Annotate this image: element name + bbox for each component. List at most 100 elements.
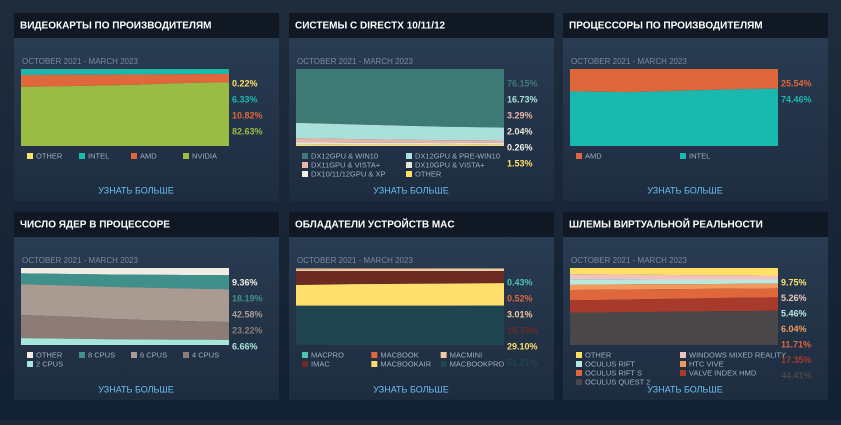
legend-label: WINDOWS MIXED REALITY (689, 350, 786, 359)
value-label: 1.53% (507, 158, 533, 168)
legend-label: OTHER (415, 169, 442, 178)
legend-swatch (302, 162, 308, 168)
learn-more-link[interactable]: УЗНАТЬ БОЛЬШЕ (647, 384, 722, 394)
value-label: 42.58% (232, 309, 263, 319)
legend-swatch (680, 370, 686, 376)
legend-label: VALVE INDEX HMD (689, 368, 757, 377)
legend-label: DX12GPU & PRE-WIN10 (415, 151, 500, 160)
value-label: 6.33% (232, 94, 258, 104)
value-label: 25.54% (781, 78, 812, 88)
subtitle: OCTOBER 2021 - MARCH 2023 (571, 256, 687, 265)
legend-label: IMAC (311, 359, 330, 368)
legend-label: DX12GPU & WIN10 (311, 151, 378, 160)
value-label: 51.21% (507, 357, 538, 367)
subtitle: OCTOBER 2021 - MARCH 2023 (22, 57, 138, 66)
value-label: 3.29% (507, 110, 533, 120)
legend-swatch (183, 352, 189, 358)
legend-swatch (680, 352, 686, 358)
learn-more-link[interactable]: УЗНАТЬ БОЛЬШЕ (373, 185, 448, 195)
value-label: 10.82% (232, 110, 263, 120)
legend-label: 4 CPUS (192, 350, 219, 359)
value-label: 15.73% (507, 325, 538, 335)
legend-label: 8 CPUS (88, 350, 115, 359)
subtitle: OCTOBER 2021 - MARCH 2023 (571, 57, 687, 66)
value-label: 74.46% (781, 94, 812, 104)
value-label: 0.52% (507, 293, 533, 303)
learn-more-link[interactable]: УЗНАТЬ БОЛЬШЕ (98, 185, 173, 195)
legend-swatch (576, 153, 582, 159)
value-label: 76.15% (507, 78, 538, 88)
legend-swatch (406, 162, 412, 168)
legend-label: OTHER (36, 350, 63, 359)
area-band (21, 69, 229, 75)
value-label: 2.04% (507, 126, 533, 136)
legend-label: OTHER (585, 350, 612, 359)
legend-label: HTC VIVE (689, 359, 724, 368)
legend-swatch (79, 352, 85, 358)
subtitle: OCTOBER 2021 - MARCH 2023 (297, 57, 413, 66)
learn-more-link[interactable]: УЗНАТЬ БОЛЬШЕ (647, 185, 722, 195)
area-band (296, 306, 504, 345)
value-label: 16.73% (507, 94, 538, 104)
legend-swatch (576, 379, 582, 385)
area-band (296, 143, 504, 145)
legend-swatch (302, 153, 308, 159)
area-band (296, 283, 504, 306)
value-label: 9.75% (781, 277, 807, 287)
panel-title: ЧИСЛО ЯДЕР В ПРОЦЕССОРЕ (20, 220, 170, 231)
legend-swatch (183, 153, 189, 159)
value-label: 3.01% (507, 309, 533, 319)
area-band (296, 69, 504, 128)
legend-label: 6 CPUS (140, 350, 167, 359)
learn-more-link[interactable]: УЗНАТЬ БОЛЬШЕ (98, 384, 173, 394)
legend-swatch (371, 361, 377, 367)
area-band (570, 279, 778, 284)
value-label: 6.66% (232, 341, 258, 351)
value-label: 0.22% (232, 78, 258, 88)
plot (296, 69, 504, 146)
value-label: 18.19% (232, 293, 263, 303)
legend-swatch (79, 153, 85, 159)
panel-title: ПРОЦЕССОРЫ ПО ПРОИЗВОДИТЕЛЯМ (569, 21, 763, 32)
plot (21, 268, 229, 345)
legend-swatch (576, 370, 582, 376)
value-label: 23.22% (232, 325, 263, 335)
area-band (570, 89, 778, 146)
legend-label: INTEL (689, 151, 710, 160)
legend-label: MACBOOKPRO (450, 359, 505, 368)
legend-swatch (406, 153, 412, 159)
area-band (570, 268, 778, 276)
learn-more-link[interactable]: УЗНАТЬ БОЛЬШЕ (373, 384, 448, 394)
legend-label: MACBOOKAIR (380, 359, 431, 368)
value-label: 11.71% (781, 339, 811, 349)
value-label: 5.26% (781, 293, 807, 303)
area-band (570, 311, 778, 345)
subtitle: OCTOBER 2021 - MARCH 2023 (297, 256, 413, 265)
legend-swatch (131, 352, 137, 358)
legend-label: DX11GPU & VISTA+ (311, 160, 381, 169)
value-label: 44.41% (781, 370, 812, 380)
value-label: 0.26% (507, 142, 533, 152)
legend-swatch (680, 153, 686, 159)
legend-label: MACPRO (311, 350, 344, 359)
panel-title: ВИДЕОКАРТЫ ПО ПРОИЗВОДИТЕЛЯМ (20, 21, 211, 32)
legend-label: AMD (140, 151, 157, 160)
plot (570, 268, 778, 345)
legend-label: MACMINI (450, 350, 483, 359)
area-band (296, 271, 504, 285)
legend-label: DX10GPU & VISTA+ (415, 160, 485, 169)
subtitle: OCTOBER 2021 - MARCH 2023 (22, 256, 138, 265)
legend-swatch (302, 352, 308, 358)
value-label: 82.63% (232, 126, 263, 136)
legend-label: DX10/11/12GPU & XP (311, 169, 385, 178)
legend-swatch (680, 361, 686, 367)
legend-label: OCULUS RIFT (585, 359, 635, 368)
area-band (296, 145, 504, 146)
area-band (570, 69, 778, 92)
value-label: 5.46% (781, 308, 807, 318)
legend-swatch (576, 352, 582, 358)
legend-label: MACBOOK (380, 350, 418, 359)
plot (296, 268, 504, 345)
legend-swatch (302, 361, 308, 367)
value-label: 29.10% (507, 341, 538, 351)
